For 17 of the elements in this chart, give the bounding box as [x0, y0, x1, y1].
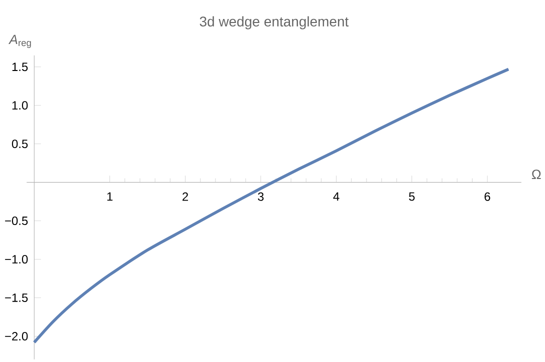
x-tick-label: 1 [107, 192, 112, 201]
x-tick-label: 3 [258, 192, 264, 201]
y-tick-label: −0.5 [5, 216, 28, 226]
y-tick-label: −1.0 [5, 255, 28, 264]
y-tick-label: 0.5 [12, 140, 28, 148]
y-axis-title: A$_{reg}$ [8, 34, 31, 48]
x-axis-title: Ω [532, 170, 541, 179]
y-tick-label: 1.0 [12, 101, 28, 110]
x-tick-label: 5 [408, 192, 415, 201]
x-tick-label: 4 [333, 192, 340, 201]
chart-title: 3d wedge entanglement [200, 16, 349, 30]
y-tick-label: −2.0 [5, 332, 28, 340]
x-tick-label: 6 [484, 192, 490, 201]
x-tick-label: 2 [182, 192, 188, 201]
line-series [32, 68, 510, 344]
y-tick-label: 1.5 [12, 62, 28, 72]
y-tick-label: −1.5 [5, 294, 28, 302]
